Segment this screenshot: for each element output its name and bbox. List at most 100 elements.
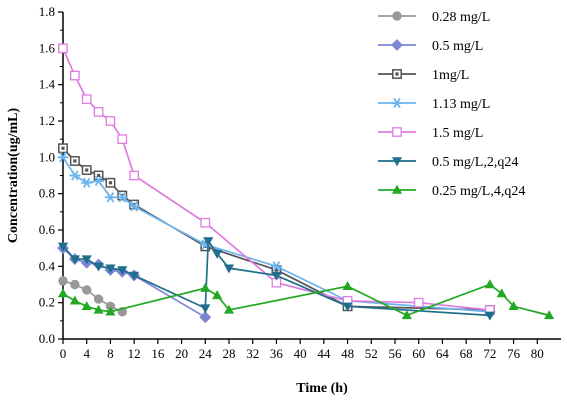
series-7-point [484, 279, 495, 289]
series-5-point [129, 170, 139, 181]
marker-stroke [393, 97, 401, 109]
series-4-line [62, 156, 490, 313]
series-3-point [58, 143, 68, 154]
y-tick-label: 0.2 [39, 295, 55, 310]
series-5-point [93, 107, 104, 117]
series-3-point [129, 199, 140, 210]
series-3-point [93, 170, 104, 181]
x-tick-label: 80 [531, 346, 544, 361]
marker-core [203, 244, 207, 248]
marker-stroke [130, 201, 138, 212]
series-1-point [93, 294, 104, 304]
series-7-point [401, 310, 412, 320]
series-4-point [128, 201, 140, 212]
y-tick-label: 0.4 [39, 258, 56, 273]
series-7-point [212, 290, 223, 300]
marker-stroke [106, 192, 115, 203]
legend-item: 1.13 mg/L [378, 97, 490, 112]
legend-swatch-marker [391, 39, 403, 51]
series-5 [58, 43, 495, 315]
marker-stroke [71, 170, 79, 181]
legend-swatch-marker [392, 127, 402, 137]
x-tick-label: 52 [365, 346, 378, 361]
axes: 0.00.20.40.60.81.01.21.41.61.80 4 8 12 16 20 2… [39, 4, 561, 361]
x-tick-label: 24 [199, 346, 213, 361]
x-tick-label: 4 [83, 346, 90, 361]
series-6-point [57, 242, 69, 252]
series-5-point [413, 297, 424, 308]
series-4 [57, 152, 496, 317]
series-4-point [104, 192, 116, 203]
series-5-point [200, 217, 211, 228]
marker-core [132, 202, 136, 207]
x-axis-title: Time (h) [296, 381, 348, 396]
series-6-point [203, 237, 214, 247]
series-4-point [81, 177, 93, 188]
series-7-point [69, 295, 80, 305]
series-4-point [69, 170, 81, 181]
series-6-point [81, 255, 92, 265]
x-tick-label: 64 [436, 346, 450, 361]
series-1 [58, 276, 127, 317]
y-tick-label: 0.8 [39, 186, 55, 201]
legend-swatch-marker [391, 157, 403, 167]
marker-core [96, 173, 101, 178]
series-5-point [58, 43, 68, 54]
series-1-point [70, 279, 80, 290]
x-tick-label: 56 [389, 346, 403, 361]
y-tick-label: 1.4 [39, 77, 56, 92]
series-1-point [82, 285, 92, 295]
y-axis-title: Concentration(ug/mL) [6, 108, 21, 244]
legend-item: 0.5 mg/L [378, 39, 483, 54]
series-3-point [81, 165, 92, 176]
series-4-point [57, 152, 69, 163]
series-6-point [117, 266, 128, 276]
series-6-point [93, 262, 104, 272]
series-6-point [129, 271, 140, 281]
x-tick-label: 68 [460, 346, 473, 361]
marker-core [395, 72, 399, 76]
series-7 [57, 279, 555, 320]
series-2-point [199, 311, 212, 324]
series-7-point [508, 301, 519, 310]
legend-swatch-marker [391, 97, 403, 109]
series-5-point [117, 134, 128, 145]
legend-label: 1mg/L [432, 68, 469, 83]
x-tick-label: 72 [483, 346, 496, 361]
series-3-point [117, 190, 128, 201]
series-7-point [81, 301, 92, 310]
series-7-point [57, 288, 69, 298]
legend-label: 0.25 mg/L,4,q24 [432, 184, 525, 199]
marker-core [73, 159, 77, 163]
marker-stroke [82, 177, 91, 188]
series-6 [57, 237, 495, 321]
series-7-point [200, 282, 211, 292]
series-6-point [271, 271, 282, 281]
x-tick-label: 76 [507, 346, 521, 361]
marker-stroke [272, 261, 281, 272]
legend-item: 1mg/L [378, 68, 469, 83]
series-6-point [200, 304, 211, 314]
series-7-point [544, 310, 555, 320]
x-tick-label: 20 [175, 346, 188, 361]
y-tick-label: 0.6 [39, 222, 56, 237]
x-tick-label: 60 [412, 346, 425, 361]
x-tick-label: 48 [341, 346, 354, 361]
series-3-point [105, 177, 116, 188]
y-tick-label: 0.0 [39, 331, 55, 346]
series-2 [57, 242, 212, 324]
legend-label: 0.5 mg/L,2,q24 [432, 155, 518, 170]
x-tick-label: 32 [246, 346, 259, 361]
x-tick-label: 40 [294, 346, 307, 361]
series-6-point [105, 264, 116, 274]
marker-core [61, 146, 65, 150]
series-5-point [81, 94, 92, 105]
y-tick-label: 1.6 [39, 40, 56, 55]
y-tick-label: 1.8 [39, 4, 55, 19]
legend-swatch-marker [392, 11, 402, 21]
legend: 0.28 mg/L 0.5 mg/L 1mg/L 1.13 mg/L 1.5 mg/L 0… [378, 10, 525, 199]
series-6-point [484, 311, 495, 321]
series-5-point [105, 116, 116, 126]
legend-swatch-marker [391, 184, 403, 194]
x-tick-label: 44 [317, 346, 331, 361]
